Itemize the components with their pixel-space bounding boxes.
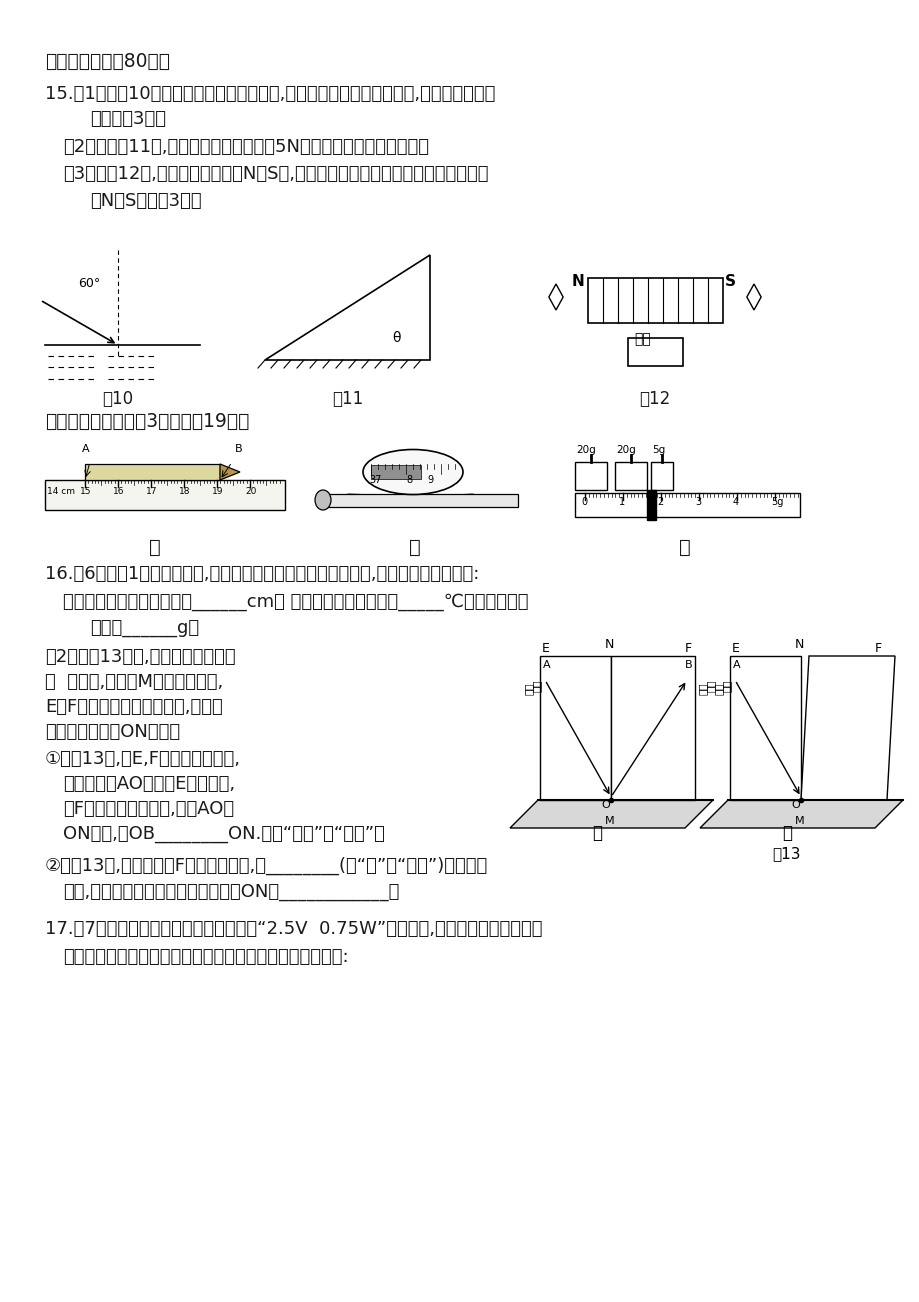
Text: 乙: 乙 bbox=[409, 538, 420, 557]
Text: M: M bbox=[794, 816, 804, 825]
Text: 3: 3 bbox=[694, 497, 700, 506]
Text: 甲: 甲 bbox=[149, 538, 161, 557]
Text: F: F bbox=[874, 642, 881, 655]
Text: 甲图中这段铅笔的长度应是______cm； 乙图中体温计的示数是_____℃；丙图中天平: 甲图中这段铅笔的长度应是______cm； 乙图中体温计的示数是_____℃；丙… bbox=[62, 592, 528, 611]
Text: S: S bbox=[724, 273, 735, 289]
Text: 0: 0 bbox=[581, 497, 586, 506]
Text: 60°: 60° bbox=[78, 277, 100, 290]
Text: F: F bbox=[685, 642, 691, 655]
Text: 15: 15 bbox=[80, 487, 91, 496]
Text: 37: 37 bbox=[369, 475, 381, 486]
Text: 光线: 光线 bbox=[721, 680, 732, 691]
Text: 15.（1）如图10是一束射向水面的入射光线,请画出反射光线和折射光线,并标出反射角的: 15.（1）如图10是一束射向水面的入射光线,请画出反射光线和折射光线,并标出反… bbox=[45, 85, 494, 103]
Text: 灯泡做测量小灯泡电功率的实验。现请你帮他完成下面问题:: 灯泡做测量小灯泡电功率的实验。现请你帮他完成下面问题: bbox=[62, 948, 348, 966]
Bar bbox=[628, 339, 682, 366]
Text: 甲: 甲 bbox=[591, 824, 601, 842]
Text: 1: 1 bbox=[618, 497, 624, 506]
Text: 18: 18 bbox=[179, 487, 190, 496]
Text: A: A bbox=[732, 660, 740, 671]
Text: N: N bbox=[605, 638, 614, 651]
Text: 三、作图题（全80分）: 三、作图题（全80分） bbox=[45, 52, 170, 72]
Text: 丙: 丙 bbox=[678, 538, 690, 557]
Text: N: N bbox=[572, 273, 584, 289]
Text: 图13: 图13 bbox=[772, 846, 800, 861]
Text: 8: 8 bbox=[405, 475, 412, 486]
Text: 直于镜面的接缝ON转动。: 直于镜面的接缝ON转动。 bbox=[45, 723, 180, 741]
Text: 20: 20 bbox=[244, 487, 256, 496]
Text: 读数是______g。: 读数是______g。 bbox=[90, 618, 199, 637]
Text: 19: 19 bbox=[211, 487, 223, 496]
Text: 2: 2 bbox=[656, 497, 663, 506]
Text: 9: 9 bbox=[426, 475, 433, 486]
Text: θ: θ bbox=[391, 331, 400, 345]
Polygon shape bbox=[729, 656, 800, 799]
Text: 律  实验中,平面镜M平放在平板上,: 律 实验中,平面镜M平放在平板上, bbox=[45, 673, 223, 691]
Text: A: A bbox=[82, 444, 89, 454]
Text: 图11: 图11 bbox=[332, 391, 363, 408]
Text: E、F是两粘接起来的硬纸板,可绕垂: E、F是两粘接起来的硬纸板,可绕垂 bbox=[45, 698, 222, 716]
Polygon shape bbox=[800, 656, 894, 799]
Text: 四、实验题（本大题3小题，全19分）: 四、实验题（本大题3小题，全19分） bbox=[45, 411, 249, 431]
Polygon shape bbox=[539, 656, 610, 799]
Text: （3）在图12中,根据通电螺线管的N、S极,分别标出电源的正负极和两小磁针静止时: （3）在图12中,根据通电螺线管的N、S极,分别标出电源的正负极和两小磁针静止时 bbox=[62, 165, 488, 184]
Text: 17.（7分）某校实验室购买了一批铭牌为“2.5V  0.75W”的小灯泡,小军同学利用其中一只: 17.（7分）某校实验室购买了一批铭牌为“2.5V 0.75W”的小灯泡,小军同… bbox=[45, 921, 542, 937]
Text: 4: 4 bbox=[732, 497, 738, 506]
Text: 20g: 20g bbox=[575, 445, 596, 454]
Text: 20g: 20g bbox=[616, 445, 635, 454]
Bar bbox=[323, 493, 517, 506]
Text: 5g: 5g bbox=[652, 445, 664, 454]
Bar bbox=[370, 465, 421, 479]
Text: ①如图13甲,当E,F在同一平面上时,: ①如图13甲,当E,F在同一平面上时, bbox=[45, 750, 241, 768]
Bar bbox=[574, 493, 800, 517]
Bar bbox=[614, 462, 646, 490]
Polygon shape bbox=[699, 799, 902, 828]
Bar bbox=[587, 279, 722, 323]
Text: 14 cm: 14 cm bbox=[47, 487, 75, 496]
Text: E: E bbox=[541, 642, 550, 655]
Text: B: B bbox=[685, 660, 692, 671]
Text: 5g: 5g bbox=[770, 497, 782, 506]
Text: 让入射光线AO沿纸板E射向镜面,: 让入射光线AO沿纸板E射向镜面, bbox=[62, 775, 235, 793]
Polygon shape bbox=[220, 464, 240, 480]
Text: B: B bbox=[234, 444, 243, 454]
Ellipse shape bbox=[314, 490, 331, 510]
Text: A: A bbox=[542, 660, 550, 671]
Text: ②如图13乙,把半面纸板F向前或向后折,则________(填“能”或“不能”)看到反射: ②如图13乙,把半面纸板F向前或向后折,则________(填“能”或“不能”)… bbox=[45, 857, 488, 875]
Text: 乙: 乙 bbox=[781, 824, 791, 842]
Text: E: E bbox=[732, 642, 739, 655]
Text: 图10: 图10 bbox=[102, 391, 133, 408]
Text: 在F上可看到反射光线,若将AO向: 在F上可看到反射光线,若将AO向 bbox=[62, 799, 233, 818]
Text: 入射: 入射 bbox=[713, 682, 723, 695]
Bar bbox=[646, 490, 655, 519]
Text: O: O bbox=[790, 799, 799, 810]
Text: 光线: 光线 bbox=[705, 680, 715, 691]
Text: ON靠近,则OB________ON.（填“靠近”或“远离”）: ON靠近,则OB________ON.（填“靠近”或“远离”） bbox=[62, 825, 384, 842]
Text: 的N、S极。（3分）: 的N、S极。（3分） bbox=[90, 191, 201, 210]
Text: （2）请在图11中,作出静止在斜面上重为5N的物体所受重力的示意图。: （2）请在图11中,作出静止在斜面上重为5N的物体所受重力的示意图。 bbox=[62, 138, 428, 156]
Text: （2）如图13所示,在研究光的反射规: （2）如图13所示,在研究光的反射规 bbox=[45, 648, 235, 667]
Text: 入射: 入射 bbox=[524, 682, 533, 695]
Text: 16: 16 bbox=[113, 487, 124, 496]
Text: 光线: 光线 bbox=[531, 680, 541, 691]
Text: 反射: 反射 bbox=[698, 682, 708, 695]
Bar bbox=[45, 480, 285, 510]
Text: 16.（6分）（1）如下图所示,是小丽同学在实验中所测量的数据,现请你填写测量结果:: 16.（6分）（1）如下图所示,是小丽同学在实验中所测量的数据,现请你填写测量结… bbox=[45, 565, 479, 583]
Text: 图12: 图12 bbox=[639, 391, 670, 408]
Text: M: M bbox=[605, 816, 614, 825]
Bar bbox=[574, 462, 607, 490]
Polygon shape bbox=[610, 656, 694, 799]
Text: 电源: 电源 bbox=[633, 332, 650, 346]
Bar bbox=[651, 462, 673, 490]
Polygon shape bbox=[509, 799, 712, 828]
Bar bbox=[85, 464, 220, 480]
Text: 光线,说明反射光线与入射光线及法线ON在____________。: 光线,说明反射光线与入射光线及法线ON在____________。 bbox=[62, 883, 399, 901]
Text: 17: 17 bbox=[146, 487, 157, 496]
Text: O: O bbox=[600, 799, 609, 810]
Ellipse shape bbox=[363, 449, 462, 495]
Text: N: N bbox=[794, 638, 803, 651]
Text: 大小。（3分）: 大小。（3分） bbox=[90, 109, 165, 128]
